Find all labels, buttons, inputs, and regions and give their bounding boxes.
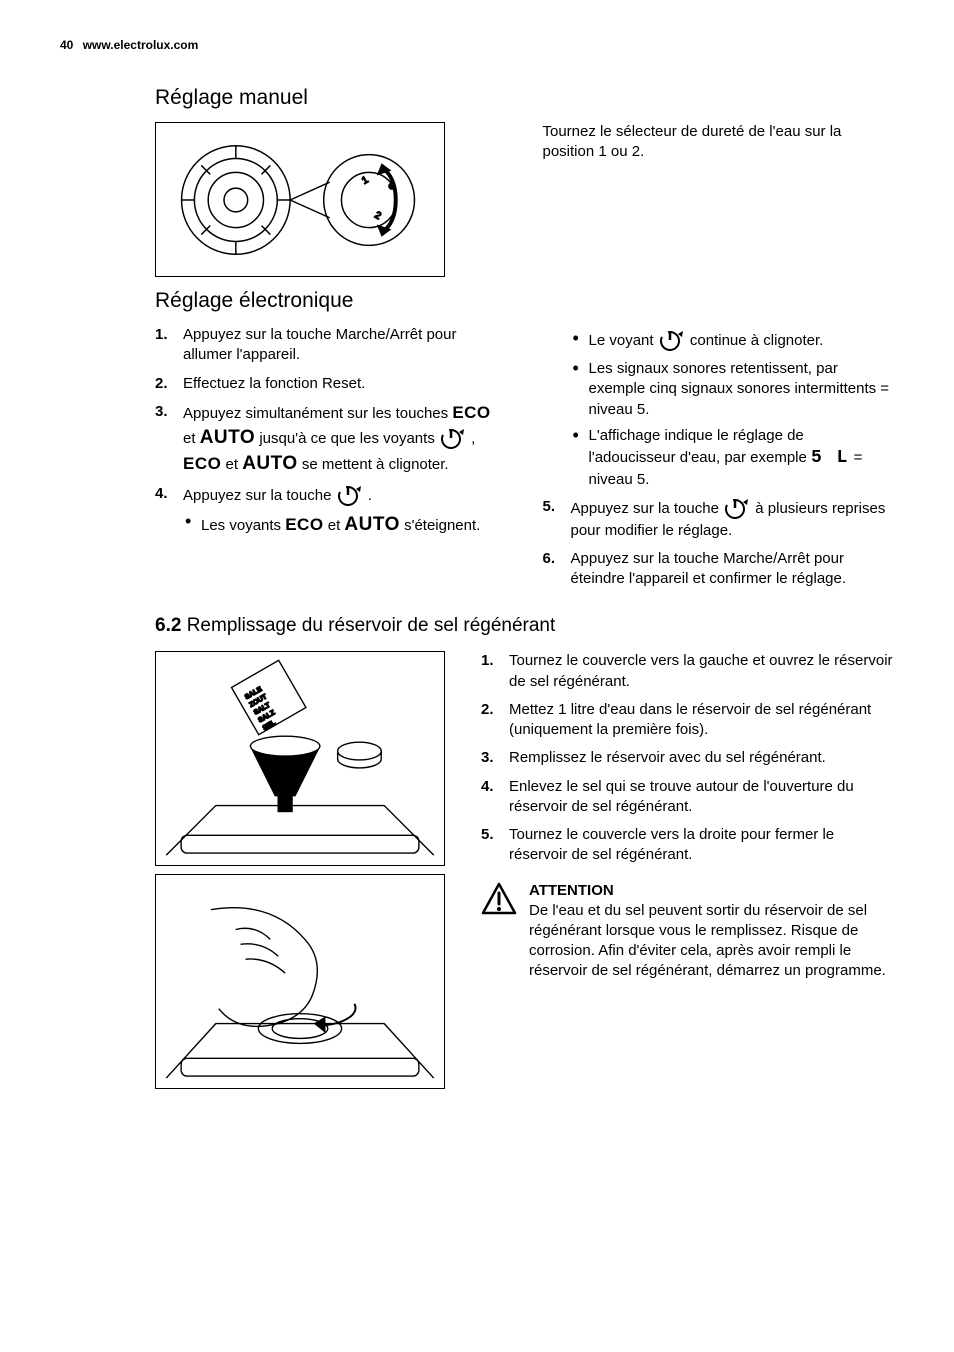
salt-text-col: Tournez le couvercle vers la gauche et o… — [481, 651, 894, 981]
auto-label-icon: AUTO — [200, 427, 255, 448]
start-icon — [723, 497, 751, 521]
step-4: Appuyez sur la touche . Les voyants ECO … — [155, 484, 507, 538]
salt-step-3: Remplissez le réservoir avec du sel régé… — [481, 748, 894, 768]
right-bullet-1: Le voyant continue à clignoter. — [571, 329, 895, 353]
salt-close-svg — [156, 875, 444, 1088]
step3-text: et — [183, 430, 200, 447]
step-6: Appuyez sur la touche Marche/Arrêt pour … — [543, 549, 895, 590]
attention-title: ATTENTION — [529, 882, 894, 899]
svg-text:1: 1 — [360, 175, 370, 187]
step-1: Appuyez sur la touche Marche/Arrêt pour … — [155, 325, 507, 366]
attention-text: ATTENTION De l'eau et du sel peuvent sor… — [529, 882, 894, 982]
start-icon — [336, 484, 364, 508]
salt-pouring-illustration: SALE ZOUT SALT SALZ SEL — [155, 651, 445, 866]
dial-svg: 1 2 — [156, 123, 444, 276]
step4-bullets: Les voyants ECO et AUTO s'éteignent. — [183, 512, 507, 538]
bullet-text: s'éteignent. — [400, 517, 480, 534]
bullet-text: L'affichage indique le réglage de l'adou… — [589, 427, 812, 466]
page-number: 40 — [60, 38, 73, 52]
section-title-text: Remplissage du réservoir de sel régénéra… — [187, 615, 556, 636]
heading-electronic: Réglage électronique — [60, 289, 894, 313]
heading-salt: 6.2 Remplissage du réservoir de sel régé… — [60, 615, 894, 637]
bullet-text: Les voyants — [201, 517, 285, 534]
electronic-right-bullets: Le voyant continue à clignoter. Les sign… — [543, 329, 895, 491]
header-url: www.electrolux.com — [83, 38, 199, 52]
attention-block: ATTENTION De l'eau et du sel peuvent sor… — [481, 882, 894, 982]
salt-step-4: Enlevez le sel qui se trouve autour de l… — [481, 777, 894, 818]
bullet-text: Le voyant — [589, 332, 658, 349]
svg-text:2: 2 — [373, 210, 383, 222]
warning-icon — [481, 882, 517, 916]
manual-instruction: Tournez le sélecteur de dureté de l'eau … — [543, 122, 895, 163]
electronic-right: Le voyant continue à clignoter. Les sign… — [543, 325, 895, 597]
salt-pour-svg: SALE ZOUT SALT SALZ SEL — [156, 652, 444, 865]
right-bullet-3: L'affichage indique le réglage de l'adou… — [571, 426, 895, 491]
eco-label-icon: ECO — [183, 454, 221, 473]
start-icon — [439, 427, 467, 451]
step-3: Appuyez simultanément sur les touches EC… — [155, 402, 507, 477]
heading-manual: Réglage manuel — [60, 86, 894, 110]
manual-image-col: 1 2 — [155, 122, 507, 283]
step4-text: Appuyez sur la touche — [183, 487, 336, 504]
right-bullet-2: Les signaux sonores retentissent, par ex… — [571, 359, 895, 420]
start-icon — [658, 329, 686, 353]
electronic-row: Appuyez sur la touche Marche/Arrêt pour … — [60, 325, 894, 597]
section-number: 6.2 — [155, 615, 181, 636]
salt-step-2: Mettez 1 litre d'eau dans le réservoir d… — [481, 700, 894, 741]
eco-label-icon: ECO — [452, 403, 490, 422]
manual-text-col: Tournez le sélecteur de dureté de l'eau … — [543, 122, 895, 163]
step-2: Effectuez la fonction Reset. — [155, 374, 507, 394]
salt-closing-illustration — [155, 874, 445, 1089]
step-5: Appuyez sur la touche à plusieurs repris… — [543, 497, 895, 541]
step3-text: se mettent à clignoter. — [298, 456, 449, 473]
step4-text: . — [364, 487, 372, 504]
step4-bullet: Les voyants ECO et AUTO s'éteignent. — [183, 512, 507, 538]
seg-display-5l: 5 L — [811, 448, 849, 468]
auto-label-icon: AUTO — [344, 514, 399, 535]
salt-step-1: Tournez le couvercle vers la gauche et o… — [481, 651, 894, 692]
step3-text: jusqu'à ce que les voyants — [255, 430, 439, 447]
water-hardness-dial-illustration: 1 2 — [155, 122, 445, 277]
electronic-steps-left: Appuyez sur la touche Marche/Arrêt pour … — [155, 325, 507, 538]
bullet-text: continue à clignoter. — [686, 332, 824, 349]
attention-body: De l'eau et du sel peuvent sortir du rés… — [529, 901, 894, 982]
eco-label-icon: ECO — [285, 515, 323, 534]
manual-row: 1 2 Tournez le sélecteur de dureté de l'… — [60, 122, 894, 283]
step5-text: Appuyez sur la touche — [571, 500, 724, 517]
electronic-steps-right: Appuyez sur la touche à plusieurs repris… — [543, 497, 895, 590]
auto-label-icon: AUTO — [242, 453, 297, 474]
salt-steps: Tournez le couvercle vers la gauche et o… — [481, 651, 894, 865]
bullet-text: et — [324, 517, 345, 534]
salt-row: SALE ZOUT SALT SALZ SEL — [60, 651, 894, 1097]
step3-text: et — [221, 456, 242, 473]
step3-text: Appuyez simultanément sur les touches — [183, 405, 452, 422]
salt-images-col: SALE ZOUT SALT SALZ SEL — [155, 651, 445, 1097]
page-header: 40 www.electrolux.com — [60, 38, 894, 52]
electronic-left: Appuyez sur la touche Marche/Arrêt pour … — [155, 325, 507, 546]
step3-text: , — [467, 430, 475, 447]
salt-step-5: Tournez le couvercle vers la droite pour… — [481, 825, 894, 866]
